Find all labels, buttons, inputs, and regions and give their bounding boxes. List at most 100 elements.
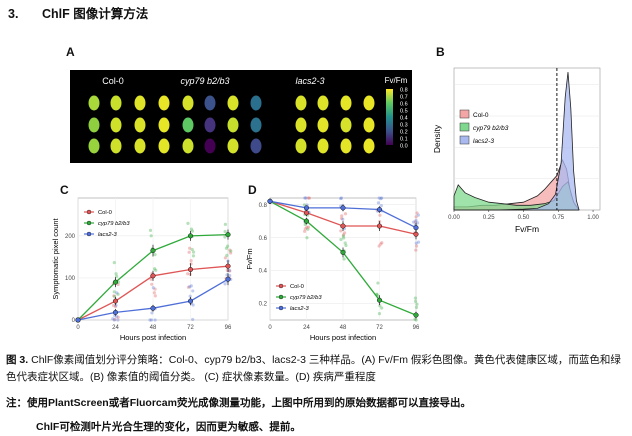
- mean-point: [413, 231, 419, 237]
- raw-point: [414, 305, 419, 309]
- x-tick-label: 0: [76, 325, 80, 331]
- x-tick-label: 96: [225, 325, 232, 331]
- legend-entry: lacs2-3: [473, 138, 494, 145]
- raw-point: [152, 291, 156, 295]
- leaf-image: [250, 95, 262, 111]
- mean-point: [150, 248, 156, 254]
- raw-point: [112, 318, 116, 322]
- leaf-grid: [88, 95, 375, 154]
- raw-point: [228, 248, 232, 252]
- raw-point: [376, 201, 381, 205]
- raw-point: [191, 317, 195, 322]
- leaf-image: [182, 95, 194, 111]
- leaf-image: [110, 117, 122, 133]
- raw-point: [415, 221, 420, 225]
- raw-point: [152, 267, 157, 271]
- leaf-image: [227, 95, 239, 111]
- raw-point: [226, 244, 230, 248]
- mean-point: [413, 312, 419, 318]
- raw-point: [380, 196, 384, 200]
- raw-point: [151, 286, 155, 290]
- leaf-image: [88, 95, 100, 111]
- raw-point: [377, 196, 381, 200]
- leaf-image: [340, 95, 352, 111]
- raw-point: [340, 214, 344, 218]
- section-number: 3.: [8, 7, 19, 21]
- legend-swatch: [459, 135, 470, 145]
- raw-point: [153, 318, 157, 322]
- raw-point: [304, 196, 308, 200]
- raw-point: [339, 237, 343, 242]
- colorbar-title: Fv/Fm: [385, 76, 408, 85]
- caption-fig-label: 图 3.: [6, 354, 29, 366]
- raw-point: [153, 287, 157, 291]
- leaf-image: [182, 117, 194, 133]
- panel-c-label: C: [60, 183, 69, 197]
- leaf-image: [227, 117, 239, 133]
- raw-point: [115, 315, 119, 319]
- raw-point: [189, 262, 193, 266]
- leaf-image: [250, 138, 262, 154]
- legend-entry: cyp79 b2/b3: [98, 221, 130, 227]
- legend-entry: lacs2-3: [98, 232, 117, 238]
- mean-point: [340, 205, 346, 211]
- raw-point: [149, 234, 153, 238]
- legend-entry: cyp79 b2/b3: [290, 295, 322, 301]
- colorbar-tick-label: 0.8: [400, 88, 408, 94]
- leaf-image: [295, 117, 307, 133]
- note-line-2: ChlF可检测叶片光合生理的变化，因而更为敏感、提前。: [36, 421, 301, 433]
- section-title: ChlF 图像计算方法: [42, 7, 149, 21]
- raw-point: [188, 294, 192, 298]
- raw-point: [153, 252, 157, 257]
- raw-point: [413, 299, 418, 303]
- raw-point: [303, 222, 307, 227]
- raw-point: [341, 233, 346, 237]
- panel-a-background: [70, 70, 412, 163]
- raw-point: [190, 247, 194, 252]
- mean-point: [303, 210, 310, 216]
- raw-point: [341, 234, 345, 238]
- y-tick-label: 100: [65, 276, 76, 282]
- raw-point: [154, 268, 158, 272]
- raw-point: [342, 236, 346, 240]
- raw-point: [112, 261, 116, 265]
- raw-point: [148, 318, 152, 322]
- mean-point: [225, 232, 231, 238]
- chart-d: 0.2 0.4 0.6 0.8 0 24 48 72 96 Hours post infectio…: [245, 196, 421, 342]
- raw-point: [414, 248, 418, 252]
- mean-point: [112, 279, 119, 285]
- x-tick-label: 0.50: [518, 215, 530, 221]
- raw-point: [302, 203, 307, 207]
- plot-area: [453, 67, 601, 211]
- mean-point: [112, 298, 119, 304]
- mean-point: [340, 249, 346, 255]
- x-tick-label: 24: [303, 325, 310, 331]
- x-tick-label: 0.25: [483, 215, 495, 221]
- raw-point: [339, 196, 344, 200]
- colorbar-tick-label: 0.0: [400, 144, 408, 150]
- raw-point: [343, 241, 347, 245]
- raw-point: [150, 282, 154, 286]
- leaf-image: [88, 138, 100, 154]
- raw-point: [189, 284, 193, 288]
- x-tick-label: 48: [150, 325, 157, 331]
- leaf-image: [134, 138, 146, 154]
- y-tick-label: 0: [72, 318, 76, 324]
- raw-point: [342, 257, 346, 261]
- leaf-image: [110, 95, 122, 111]
- x-tick-label: 0: [268, 325, 272, 331]
- raw-point: [189, 227, 194, 231]
- raw-point: [380, 241, 384, 245]
- leaf-image: [250, 117, 262, 133]
- mean-point: [376, 206, 383, 213]
- legend-entry: Col-0: [473, 112, 489, 119]
- raw-point: [377, 311, 382, 316]
- raw-point: [150, 311, 154, 315]
- mean-point: [225, 276, 231, 282]
- leaf-image: [317, 138, 329, 154]
- figure-caption: 图 3. ChlF像素阈值划分评分策略：Col-0、cyp79 b2/b3、la…: [6, 352, 626, 386]
- raw-point: [148, 228, 153, 232]
- x-axis-label: Fv/Fm: [515, 224, 539, 234]
- raw-point: [339, 196, 343, 201]
- y-tick-label: 200: [65, 234, 76, 240]
